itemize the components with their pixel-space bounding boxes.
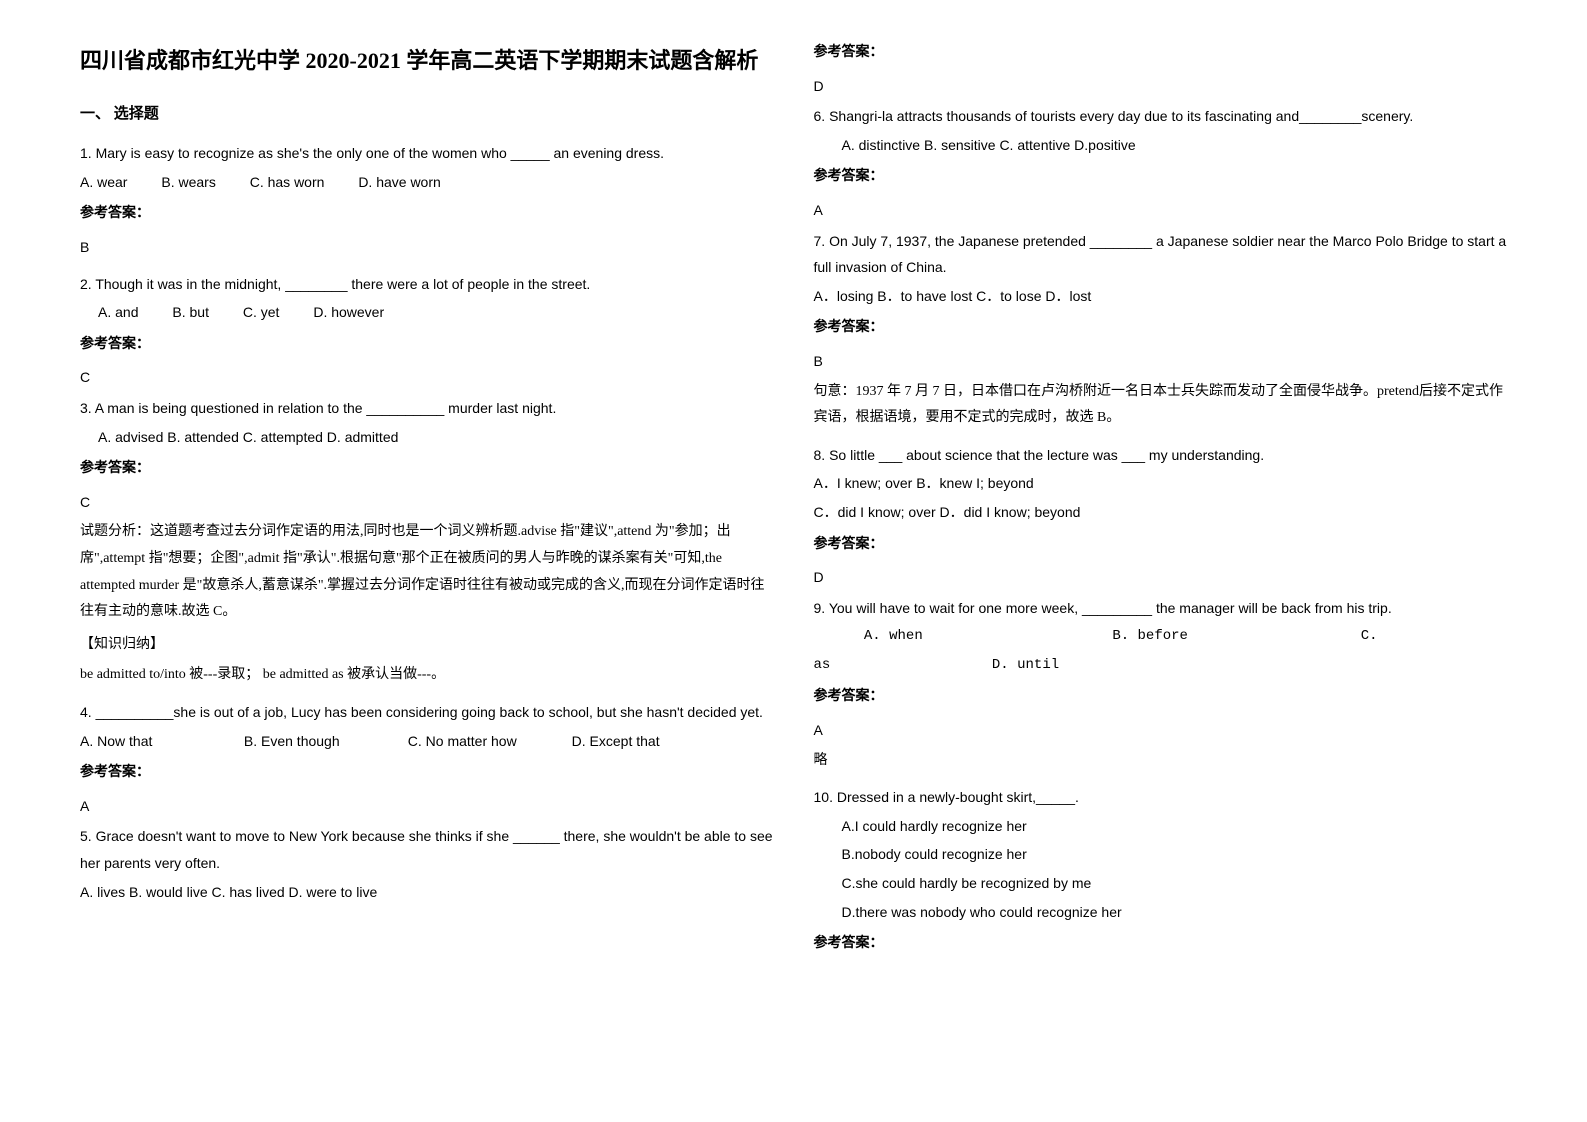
q1-answer: B xyxy=(80,234,774,261)
question-3-options: A. advised B. attended C. attempted D. a… xyxy=(80,424,774,451)
answer-label: 参考答案： xyxy=(814,931,1508,958)
q4-optC: C. No matter how xyxy=(408,728,568,755)
answer-label: 参考答案： xyxy=(80,332,774,359)
answer-label: 参考答案： xyxy=(80,760,774,787)
question-7-text: 7. On July 7, 1937, the Japanese pretend… xyxy=(814,228,1508,281)
q4-optA: A. Now that xyxy=(80,728,240,755)
section-heading: 一、 选择题 xyxy=(80,100,774,129)
q1-optD: D. have worn xyxy=(358,169,440,196)
answer-label: 参考答案： xyxy=(80,201,774,228)
q10-optB: B.nobody could recognize her xyxy=(814,841,1508,868)
q10-optD: D.there was nobody who could recognize h… xyxy=(814,899,1508,926)
q2-answer: C xyxy=(80,364,774,391)
q9-optC-rest: as xyxy=(814,652,984,679)
q2-optC: C. yet xyxy=(243,299,280,326)
question-1-text: 1. Mary is easy to recognize as she's th… xyxy=(80,140,774,167)
q7-answer: B xyxy=(814,348,1508,375)
left-column: 四川省成都市红光中学 2020-2021 学年高二英语下学期期末试题含解析 一、… xyxy=(60,40,794,1082)
answer-label: 参考答案： xyxy=(814,532,1508,559)
exam-page: 四川省成都市红光中学 2020-2021 学年高二英语下学期期末试题含解析 一、… xyxy=(0,0,1587,1122)
question-8-options-1: A．I knew; over B．knew I; beyond xyxy=(814,470,1508,497)
question-9-options-2: as D. until xyxy=(814,652,1508,679)
answer-label: 参考答案： xyxy=(814,40,1508,67)
q9-optC-prefix: C. xyxy=(1361,628,1378,644)
q3-answer: C xyxy=(80,489,774,516)
answer-label: 参考答案： xyxy=(80,456,774,483)
question-10-text: 10. Dressed in a newly-bought skirt,____… xyxy=(814,784,1508,811)
answer-label: 参考答案： xyxy=(814,684,1508,711)
question-8-text: 8. So little ___ about science that the … xyxy=(814,442,1508,469)
q9-optA: A. when xyxy=(864,623,1104,650)
question-2-options: A. and B. but C. yet D. however xyxy=(80,299,774,326)
q9-answer: A xyxy=(814,717,1508,744)
q6-answer: A xyxy=(814,197,1508,224)
q9-略: 略 xyxy=(814,748,1508,775)
q4-answer: A xyxy=(80,793,774,820)
q4-optD: D. Except that xyxy=(572,728,732,755)
question-5-text: 5. Grace doesn't want to move to New Yor… xyxy=(80,823,774,876)
q9-optB: B. before xyxy=(1112,623,1352,650)
q5-answer: D xyxy=(814,73,1508,100)
question-4-text: 4. __________she is out of a job, Lucy h… xyxy=(80,699,774,726)
q9-optD: D. until xyxy=(992,657,1059,673)
q2-optA: A. and xyxy=(98,299,138,326)
q2-optB: B. but xyxy=(172,299,209,326)
question-7-options: A．losing B．to have lost C．to lose D．lost xyxy=(814,283,1508,310)
document-title: 四川省成都市红光中学 2020-2021 学年高二英语下学期期末试题含解析 xyxy=(80,40,774,82)
q1-optC: C. has worn xyxy=(250,169,325,196)
question-1-options: A. wear B. wears C. has worn D. have wor… xyxy=(80,169,774,196)
right-column: 参考答案： D 6. Shangri-la attracts thousands… xyxy=(794,40,1528,1082)
q10-optA: A.I could hardly recognize her xyxy=(814,813,1508,840)
knowledge-heading: 【知识归纳】 xyxy=(80,632,774,659)
answer-label: 参考答案： xyxy=(814,315,1508,342)
q2-optD: D. however xyxy=(313,299,384,326)
question-4-options: A. Now that B. Even though C. No matter … xyxy=(80,728,774,755)
answer-label: 参考答案： xyxy=(814,164,1508,191)
q7-explanation: 句意：1937 年 7 月 7 日，日本借口在卢沟桥附近一名日本士兵失踪而发动了… xyxy=(814,379,1508,432)
q1-optA: A. wear xyxy=(80,169,127,196)
q4-optB: B. Even though xyxy=(244,728,404,755)
question-8-options-2: C．did I know; over D．did I know; beyond xyxy=(814,499,1508,526)
q1-optB: B. wears xyxy=(161,169,215,196)
q10-optC: C.she could hardly be recognized by me xyxy=(814,870,1508,897)
question-6-text: 6. Shangri-la attracts thousands of tour… xyxy=(814,103,1508,130)
q3-explanation: 试题分析：这道题考查过去分词作定语的用法,同时也是一个词义辨析题.advise … xyxy=(80,519,774,625)
q8-answer: D xyxy=(814,564,1508,591)
question-9-text: 9. You will have to wait for one more we… xyxy=(814,595,1508,622)
question-5-options: A. lives B. would live C. has lived D. w… xyxy=(80,879,774,906)
question-6-options: A. distinctive B. sensitive C. attentive… xyxy=(814,132,1508,159)
q3-knowledge: be admitted to/into 被---录取； be admitted … xyxy=(80,662,774,689)
question-2-text: 2. Though it was in the midnight, ______… xyxy=(80,271,774,298)
question-3-text: 3. A man is being questioned in relation… xyxy=(80,395,774,422)
question-9-options: A. when B. before C. xyxy=(814,623,1508,650)
